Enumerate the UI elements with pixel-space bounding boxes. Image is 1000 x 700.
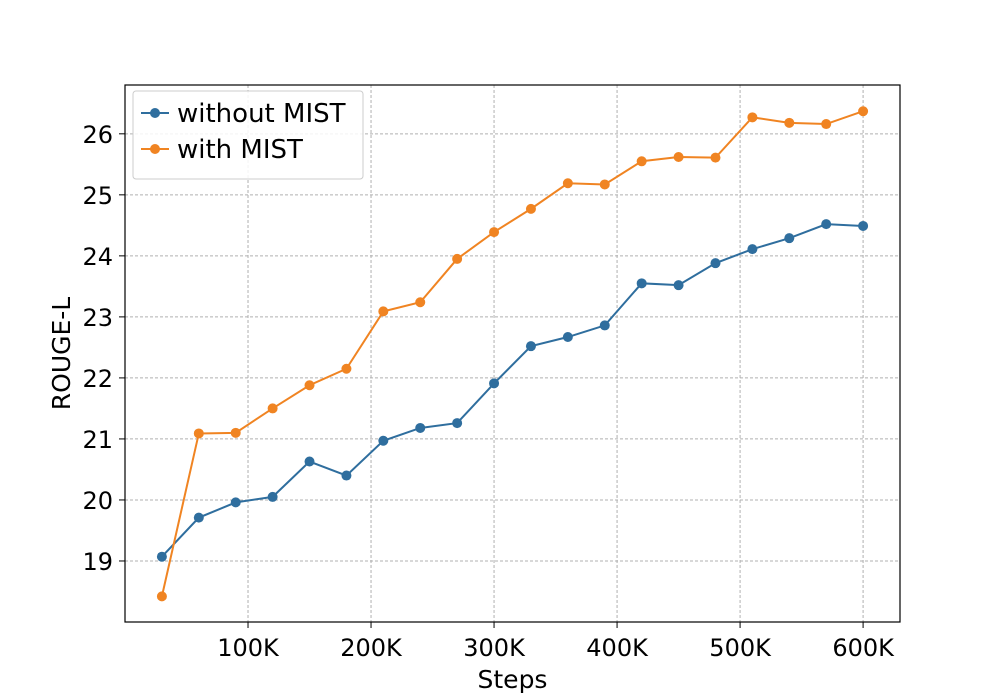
x-tick-label: 100K <box>217 634 280 662</box>
legend-label: with MIST <box>177 135 303 165</box>
data-point <box>341 470 352 481</box>
data-point <box>710 152 721 163</box>
y-tick-label: 22 <box>82 365 113 393</box>
data-point <box>858 220 869 231</box>
data-point <box>267 403 278 414</box>
data-point <box>193 428 204 439</box>
data-point <box>378 306 389 317</box>
series-layer <box>156 106 869 602</box>
data-point <box>710 258 721 269</box>
series-line <box>160 110 864 597</box>
data-point <box>489 378 500 389</box>
data-point <box>747 244 758 255</box>
legend-entry: with MIST <box>141 135 303 165</box>
data-point <box>230 427 241 438</box>
x-tick-label: 200K <box>340 634 403 662</box>
data-point <box>673 280 684 291</box>
grid <box>125 85 900 622</box>
data-point <box>599 320 610 331</box>
x-axis-label: Steps <box>478 665 548 694</box>
data-point <box>193 512 204 523</box>
series-1 <box>156 106 869 602</box>
series-line <box>161 223 864 558</box>
y-axis-label: ROUGE-L <box>47 297 76 411</box>
x-tick-label: 300K <box>463 634 526 662</box>
y-tick-label: 23 <box>82 304 113 332</box>
y-tick-label: 21 <box>82 426 113 454</box>
x-tick-label: 500K <box>709 634 772 662</box>
y-tick-label: 26 <box>82 121 113 149</box>
data-point <box>599 179 610 190</box>
data-point <box>156 591 167 602</box>
data-point <box>378 435 389 446</box>
data-point <box>525 341 536 352</box>
data-point <box>673 152 684 163</box>
data-point <box>821 119 832 130</box>
data-point <box>415 422 426 433</box>
data-point <box>858 106 869 117</box>
y-tick-label: 25 <box>82 182 113 210</box>
data-point <box>784 117 795 128</box>
data-point <box>562 178 573 189</box>
data-point <box>636 156 647 167</box>
data-point <box>636 278 647 289</box>
data-point <box>747 112 758 123</box>
y-tick-label: 20 <box>82 487 113 515</box>
y-tick-label: 19 <box>82 548 113 576</box>
data-point <box>525 203 536 214</box>
series-0 <box>156 219 869 562</box>
data-point <box>156 551 167 562</box>
data-point <box>415 297 426 308</box>
legend-entry: without MIST <box>141 99 346 129</box>
data-point <box>784 233 795 244</box>
x-tick-label: 400K <box>586 634 649 662</box>
x-tick-label: 600K <box>832 634 895 662</box>
data-point <box>230 497 241 508</box>
axis-ticks: 100K 200K 300K 400K 500K 600K 19 20 21 22 23 24 25 26 <box>82 121 895 662</box>
data-point <box>267 491 278 502</box>
data-point <box>341 363 352 374</box>
data-point <box>452 418 463 429</box>
plot-frame <box>124 84 901 623</box>
data-point <box>452 253 463 264</box>
legend-label: without MIST <box>177 99 346 129</box>
data-point <box>304 380 315 391</box>
data-point <box>821 219 832 230</box>
legend: without MIST with MIST <box>132 90 364 180</box>
data-point <box>304 456 315 467</box>
data-point <box>562 332 573 343</box>
data-point <box>489 227 500 238</box>
legend-swatch-marker <box>150 144 160 154</box>
legend-box <box>132 90 364 180</box>
legend-swatch-marker <box>150 108 160 118</box>
y-tick-label: 24 <box>82 243 113 271</box>
